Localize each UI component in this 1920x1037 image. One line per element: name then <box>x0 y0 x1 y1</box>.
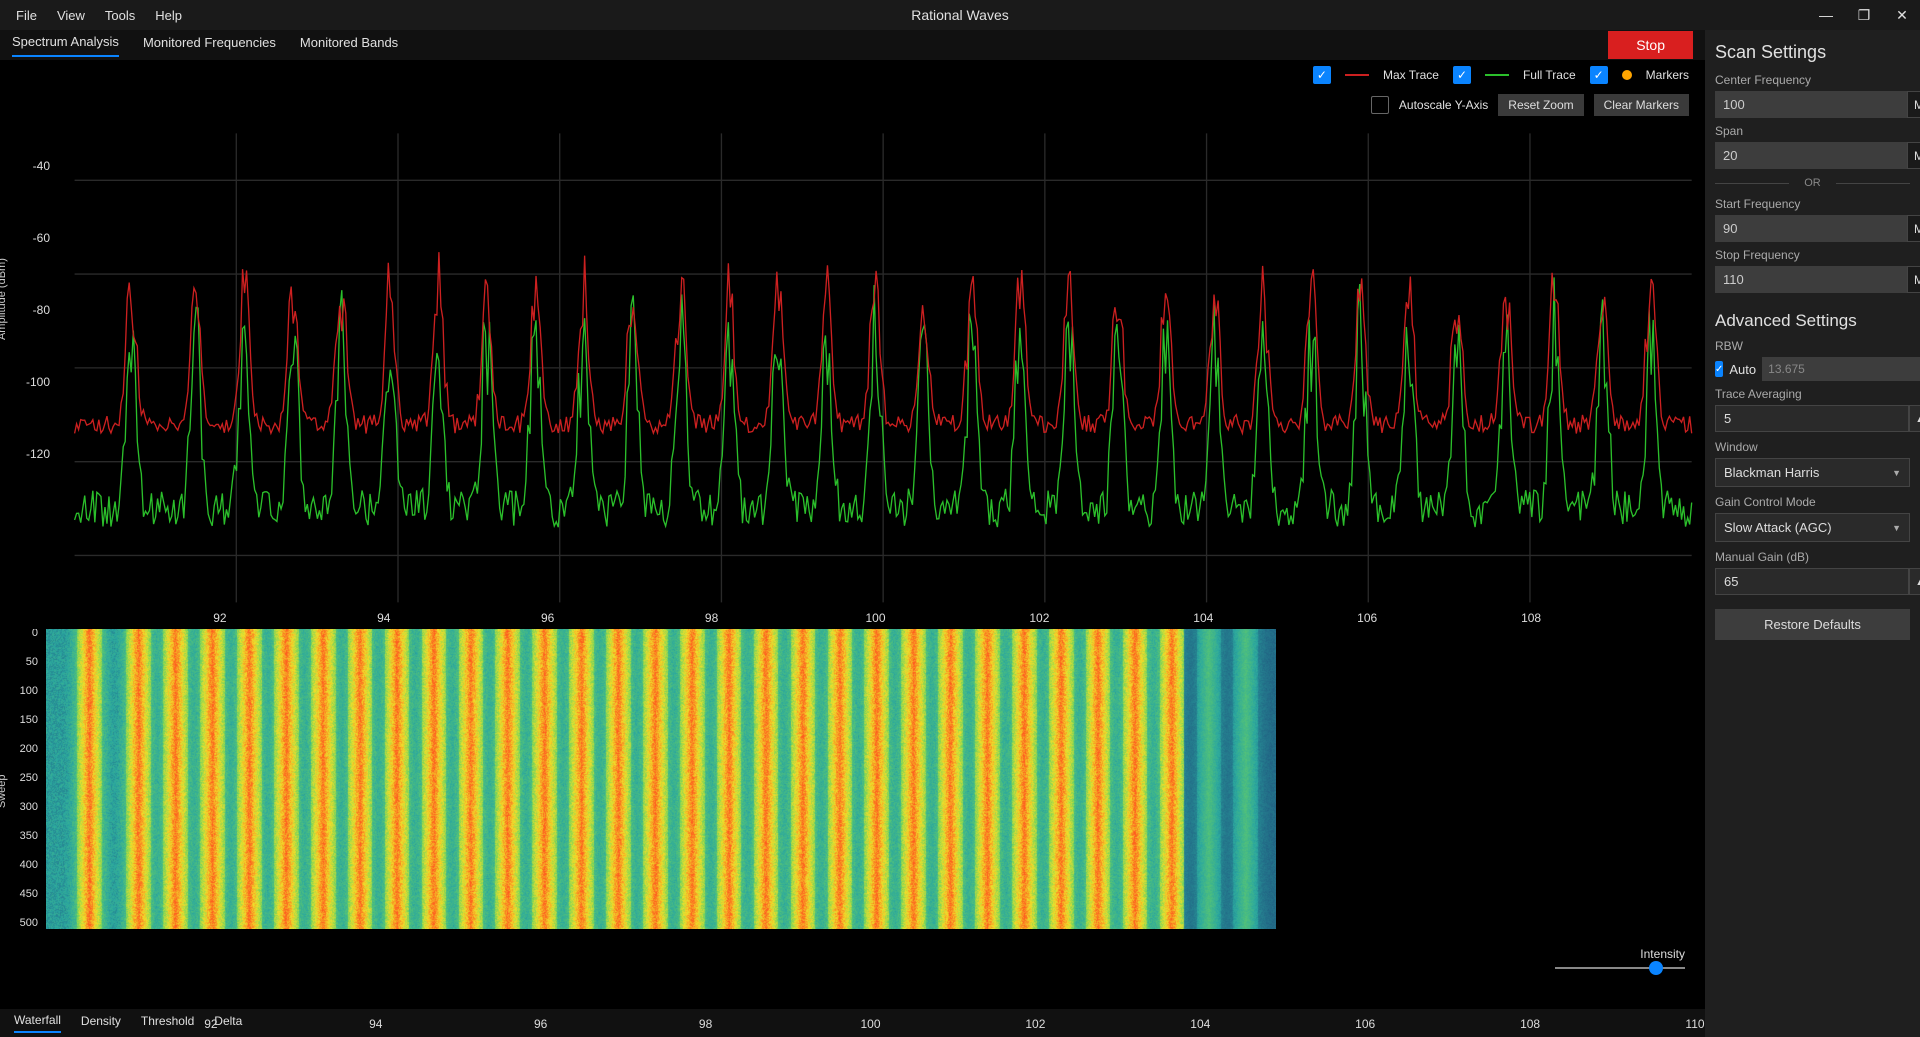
full-trace-line-icon <box>1485 74 1509 76</box>
start-freq-input[interactable] <box>1715 215 1907 242</box>
gain-mode-label: Gain Control Mode <box>1715 495 1910 509</box>
menu-file[interactable]: File <box>16 8 37 23</box>
window-label: Window <box>1715 440 1910 454</box>
stop-freq-unit-select[interactable]: MHz▼ <box>1907 266 1920 293</box>
autoscale-checkbox[interactable] <box>1371 96 1389 114</box>
window-maximize[interactable]: ❐ <box>1854 7 1874 24</box>
menu-view[interactable]: View <box>57 8 85 23</box>
restore-defaults-button[interactable]: Restore Defaults <box>1715 609 1910 640</box>
app-title: Rational Waves <box>911 7 1009 23</box>
rbw-input[interactable] <box>1762 357 1920 381</box>
full-trace-label: Full Trace <box>1523 68 1576 82</box>
stop-button[interactable]: Stop <box>1608 31 1693 59</box>
max-trace-checkbox[interactable]: ✓ <box>1313 66 1331 84</box>
spectrum-y-axis-label: Amplitude (dBm) <box>0 258 8 340</box>
max-trace-line-icon <box>1345 74 1369 76</box>
full-trace-checkbox[interactable]: ✓ <box>1453 66 1471 84</box>
stop-freq-label: Stop Frequency <box>1715 248 1910 262</box>
window-minimize[interactable]: — <box>1816 7 1836 24</box>
trace-avg-input[interactable] <box>1715 405 1909 432</box>
start-freq-unit-select[interactable]: MHz▼ <box>1907 215 1920 242</box>
span-unit-select[interactable]: MHz▼ <box>1907 142 1920 169</box>
autoscale-label: Autoscale Y-Axis <box>1399 98 1488 112</box>
clear-markers-button[interactable]: Clear Markers <box>1594 94 1689 116</box>
window-select[interactable]: Blackman Harris▼ <box>1715 458 1910 487</box>
rbw-auto-checkbox[interactable]: ✓ <box>1715 361 1723 377</box>
markers-checkbox[interactable]: ✓ <box>1590 66 1608 84</box>
trace-avg-up-button[interactable]: ▲ <box>1909 405 1920 432</box>
center-freq-input[interactable] <box>1715 91 1907 118</box>
start-freq-label: Start Frequency <box>1715 197 1910 211</box>
manual-gain-up-button[interactable]: ▲ <box>1909 568 1920 595</box>
max-trace-label: Max Trace <box>1383 68 1439 82</box>
gain-mode-select[interactable]: Slow Attack (AGC)▼ <box>1715 513 1910 542</box>
manual-gain-label: Manual Gain (dB) <box>1715 550 1910 564</box>
span-input[interactable] <box>1715 142 1907 169</box>
tab-monitored-bands[interactable]: Monitored Bands <box>300 35 398 56</box>
markers-dot-icon <box>1622 70 1632 80</box>
rbw-auto-label: Auto <box>1729 362 1756 377</box>
tab-monitored-frequencies[interactable]: Monitored Frequencies <box>143 35 276 56</box>
window-close[interactable]: ✕ <box>1892 7 1912 24</box>
menu-tools[interactable]: Tools <box>105 8 135 23</box>
advanced-settings-title: Advanced Settings <box>1715 311 1910 331</box>
reset-zoom-button[interactable]: Reset Zoom <box>1498 94 1583 116</box>
intensity-slider[interactable] <box>1555 967 1685 969</box>
trace-avg-label: Trace Averaging <box>1715 387 1910 401</box>
intensity-label: Intensity <box>1555 947 1685 961</box>
center-freq-label: Center Frequency <box>1715 73 1910 87</box>
waterfall-chart[interactable]: Sweep 050100150200250300350400450500 Int… <box>0 629 1705 1009</box>
markers-label: Markers <box>1646 68 1689 82</box>
scan-settings-title: Scan Settings <box>1715 42 1910 63</box>
manual-gain-input[interactable] <box>1715 568 1909 595</box>
spectrum-chart[interactable]: Amplitude (dBm) -40-60-80-100-120 929496… <box>0 120 1705 629</box>
rbw-label: RBW <box>1715 339 1910 353</box>
span-label: Span <box>1715 124 1910 138</box>
or-separator: OR <box>1715 177 1910 189</box>
menu-help[interactable]: Help <box>155 8 182 23</box>
tab-spectrum-analysis[interactable]: Spectrum Analysis <box>12 34 119 57</box>
center-freq-unit-select[interactable]: MHz▼ <box>1907 91 1920 118</box>
stop-freq-input[interactable] <box>1715 266 1907 293</box>
